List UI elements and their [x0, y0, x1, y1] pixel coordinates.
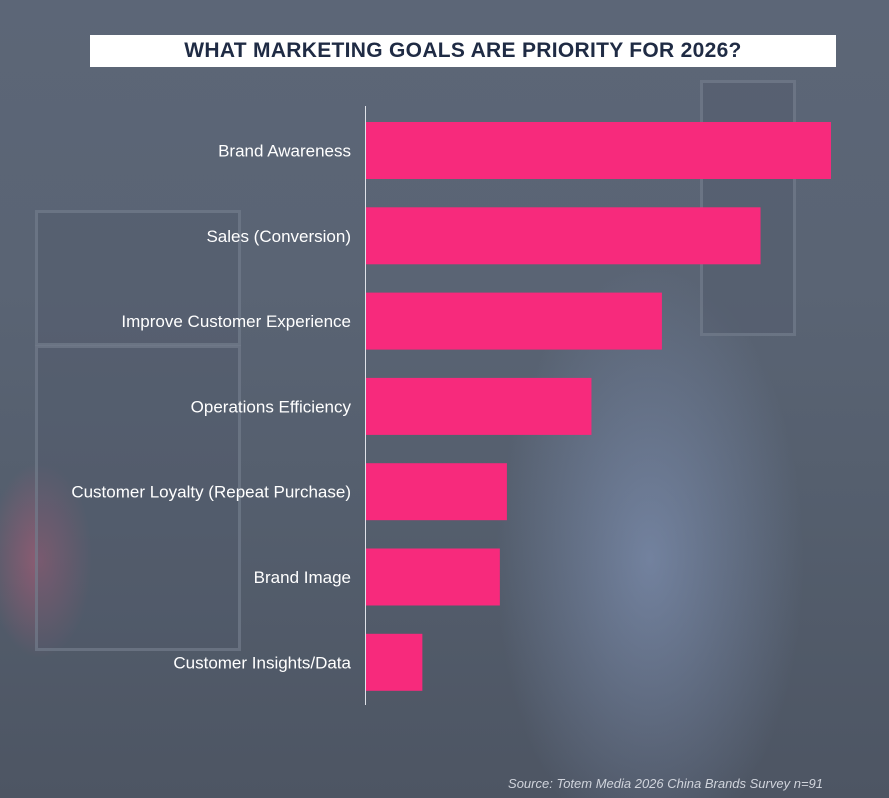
category-label: Sales (Conversion) [206, 227, 351, 246]
category-label: Customer Loyalty (Repeat Purchase) [71, 483, 351, 502]
bar-operations-efficiency [366, 377, 592, 435]
bar-customer-insights-data [366, 633, 423, 691]
category-labels: Brand Awareness Sales (Conversion) Improve… [71, 142, 351, 673]
chart-title: WHAT MARKETING GOALS ARE PRIORITY FOR 20… [184, 39, 742, 62]
source-note: Source: Totem Media 2026 China Brands Su… [508, 776, 823, 791]
category-label: Brand Awareness [218, 142, 351, 161]
bars-group [366, 122, 831, 691]
category-label: Improve Customer Experience [121, 312, 351, 331]
chart-title-box: WHAT MARKETING GOALS ARE PRIORITY FOR 20… [90, 35, 836, 67]
bar-brand-image [366, 548, 500, 606]
bar-customer-loyalty-repeat-purchase [366, 463, 507, 521]
category-label: Customer Insights/Data [173, 653, 351, 672]
bar-improve-customer-experience [366, 292, 662, 350]
bar-sales-conversion [366, 207, 761, 265]
category-label: Operations Efficiency [191, 397, 352, 416]
bar-brand-awareness [366, 122, 831, 179]
category-label: Brand Image [254, 568, 351, 587]
